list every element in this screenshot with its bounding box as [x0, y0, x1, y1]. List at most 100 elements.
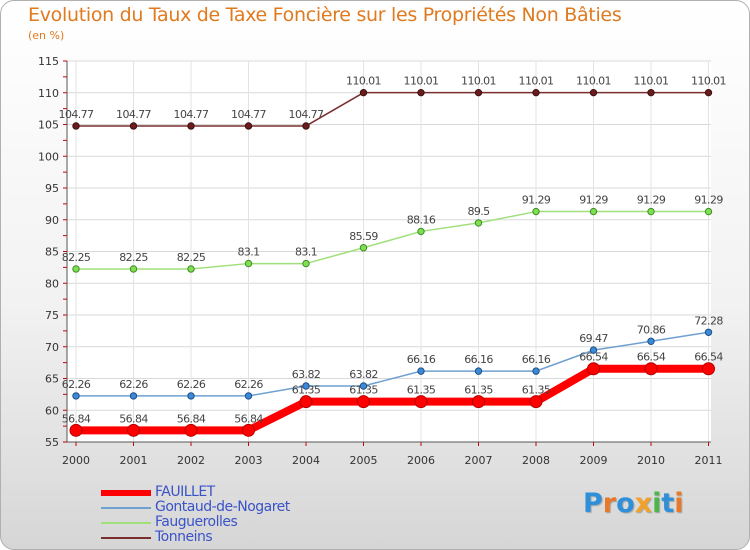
y-tick-label: 95 — [45, 182, 59, 195]
data-point-fauillet — [184, 423, 198, 437]
x-tick-label: 2009 — [580, 454, 608, 467]
data-point-fauguerolles — [474, 219, 483, 227]
x-tick-label: 2002 — [177, 454, 205, 467]
data-point-gontaud-de-nogaret — [417, 367, 425, 375]
series-layer — [69, 88, 715, 437]
data-point-tonneins — [244, 122, 253, 130]
x-tick-label: 2005 — [350, 454, 378, 467]
data-point-gontaud-de-nogaret — [532, 367, 540, 375]
data-label-fauguerolles: 83.1 — [237, 246, 259, 259]
data-point-tonneins — [704, 88, 713, 97]
legend-swatch-fauillet — [101, 490, 151, 496]
data-point-tonneins — [129, 122, 138, 130]
y-tick-label: 65 — [45, 373, 59, 386]
legend-label-fauillet: FAUILLET — [155, 484, 215, 500]
data-label-tonneins: 110.01 — [346, 75, 381, 88]
data-point-fauguerolles — [417, 227, 425, 236]
data-label-tonneins: 110.01 — [691, 75, 726, 88]
legend-item-gontaud: Gontaud-de-Nogaret — [101, 500, 361, 515]
data-point-fauguerolles — [244, 259, 253, 268]
data-label-fauguerolles: 91.29 — [522, 194, 551, 207]
data-point-fauillet — [529, 395, 543, 409]
data-point-gontaud-de-nogaret — [589, 346, 598, 354]
data-label-fauguerolles: 85.59 — [349, 230, 378, 243]
data-point-fauguerolles — [187, 265, 195, 273]
data-label-fauguerolles: 91.29 — [579, 194, 608, 207]
data-point-fauillet — [644, 362, 658, 376]
data-label-gontaud-de-nogaret: 63.82 — [349, 368, 378, 381]
x-tick-label: 2010 — [637, 454, 665, 467]
data-point-fauguerolles — [129, 265, 138, 273]
data-point-gontaud-de-nogaret — [244, 392, 253, 400]
data-point-gontaud-de-nogaret — [704, 328, 713, 336]
data-label-fauguerolles: 83.1 — [295, 246, 317, 259]
series-line-fauillet — [72, 364, 713, 435]
data-label-fauillet: 61.35 — [292, 384, 321, 397]
data-point-fauguerolles — [72, 265, 80, 273]
data-point-fauguerolles — [647, 207, 655, 216]
data-label-fauguerolles: 82.25 — [119, 251, 148, 264]
data-point-fauguerolles — [704, 207, 713, 216]
data-point-fauguerolles — [589, 207, 598, 216]
data-label-gontaud-de-nogaret: 70.86 — [637, 323, 666, 336]
series-line-tonneins — [75, 91, 710, 127]
y-tick-label: 85 — [45, 246, 59, 259]
x-tick-label: 2003 — [235, 454, 263, 467]
data-labels: 104.77 104.77 104.77 104.77 104.77 110.01 110.… — [59, 75, 727, 426]
data-label-fauillet: 61.35 — [464, 384, 493, 397]
data-label-tonneins: 110.01 — [576, 75, 611, 88]
data-label-fauillet: 61.35 — [407, 384, 436, 397]
data-label-tonneins: 104.77 — [231, 108, 266, 121]
y-tick-label: 70 — [45, 341, 59, 354]
data-label-tonneins: 104.77 — [59, 108, 94, 121]
data-label-gontaud-de-nogaret: 62.26 — [234, 378, 263, 391]
data-point-fauillet — [472, 395, 485, 409]
data-point-gontaud-de-nogaret — [72, 392, 80, 400]
data-point-gontaud-de-nogaret — [302, 382, 310, 390]
legend-item-tonneins: Tonneins — [101, 530, 361, 545]
legend-item-fauillet: FAUILLET — [101, 485, 361, 500]
data-label-gontaud-de-nogaret: 66.16 — [464, 353, 493, 366]
data-label-tonneins: 110.01 — [519, 75, 554, 88]
data-label-gontaud-de-nogaret: 66.16 — [522, 353, 551, 366]
data-point-tonneins — [359, 88, 368, 97]
x-tick-label: 2001 — [120, 454, 148, 467]
data-point-tonneins — [72, 122, 80, 130]
data-label-fauguerolles: 91.29 — [637, 194, 666, 207]
legend-label-fauguerolles: Fauguerolles — [155, 514, 238, 530]
data-point-tonneins — [589, 88, 598, 97]
series-line-gontaud-de-nogaret — [75, 331, 710, 397]
data-point-fauillet — [414, 395, 428, 409]
data-point-tonneins — [417, 88, 425, 97]
y-tick-label: 105 — [38, 119, 59, 132]
y-tick-label: 60 — [45, 404, 59, 417]
x-tick-label: 2004 — [292, 454, 320, 467]
logo-letter: t — [661, 488, 675, 519]
data-point-tonneins — [302, 122, 310, 130]
data-label-fauillet: 61.35 — [349, 384, 378, 397]
data-label-fauguerolles: 89.5 — [467, 205, 490, 218]
data-label-gontaud-de-nogaret: 72.28 — [694, 314, 723, 327]
data-point-fauillet — [702, 362, 715, 376]
data-point-fauillet — [587, 362, 600, 376]
y-tick-label: 80 — [45, 277, 59, 290]
legend-label-tonneins: Tonneins — [155, 529, 213, 545]
data-point-gontaud-de-nogaret — [474, 367, 483, 375]
y-tick-label: 100 — [38, 150, 59, 163]
data-label-fauillet: 56.84 — [234, 412, 263, 425]
data-label-tonneins: 104.77 — [174, 108, 209, 121]
chart-subtitle: (en %) — [28, 29, 65, 42]
data-point-tonneins — [187, 122, 195, 130]
chart-title: Evolution du Taux de Taxe Foncière sur l… — [28, 4, 622, 26]
legend-swatch-gontaud — [101, 507, 151, 509]
data-label-gontaud-de-nogaret: 66.16 — [407, 353, 436, 366]
logo-letter: o — [616, 488, 635, 519]
data-label-gontaud-de-nogaret: 62.26 — [119, 378, 148, 391]
data-point-gontaud-de-nogaret — [187, 392, 195, 400]
data-point-fauguerolles — [359, 244, 368, 252]
legend: FAUILLET Gontaud-de-Nogaret Fauguerolles… — [101, 485, 361, 545]
data-label-gontaud-de-nogaret: 69.47 — [579, 332, 608, 345]
logo-letter: i — [674, 488, 684, 519]
data-label-fauguerolles: 91.29 — [694, 194, 723, 207]
